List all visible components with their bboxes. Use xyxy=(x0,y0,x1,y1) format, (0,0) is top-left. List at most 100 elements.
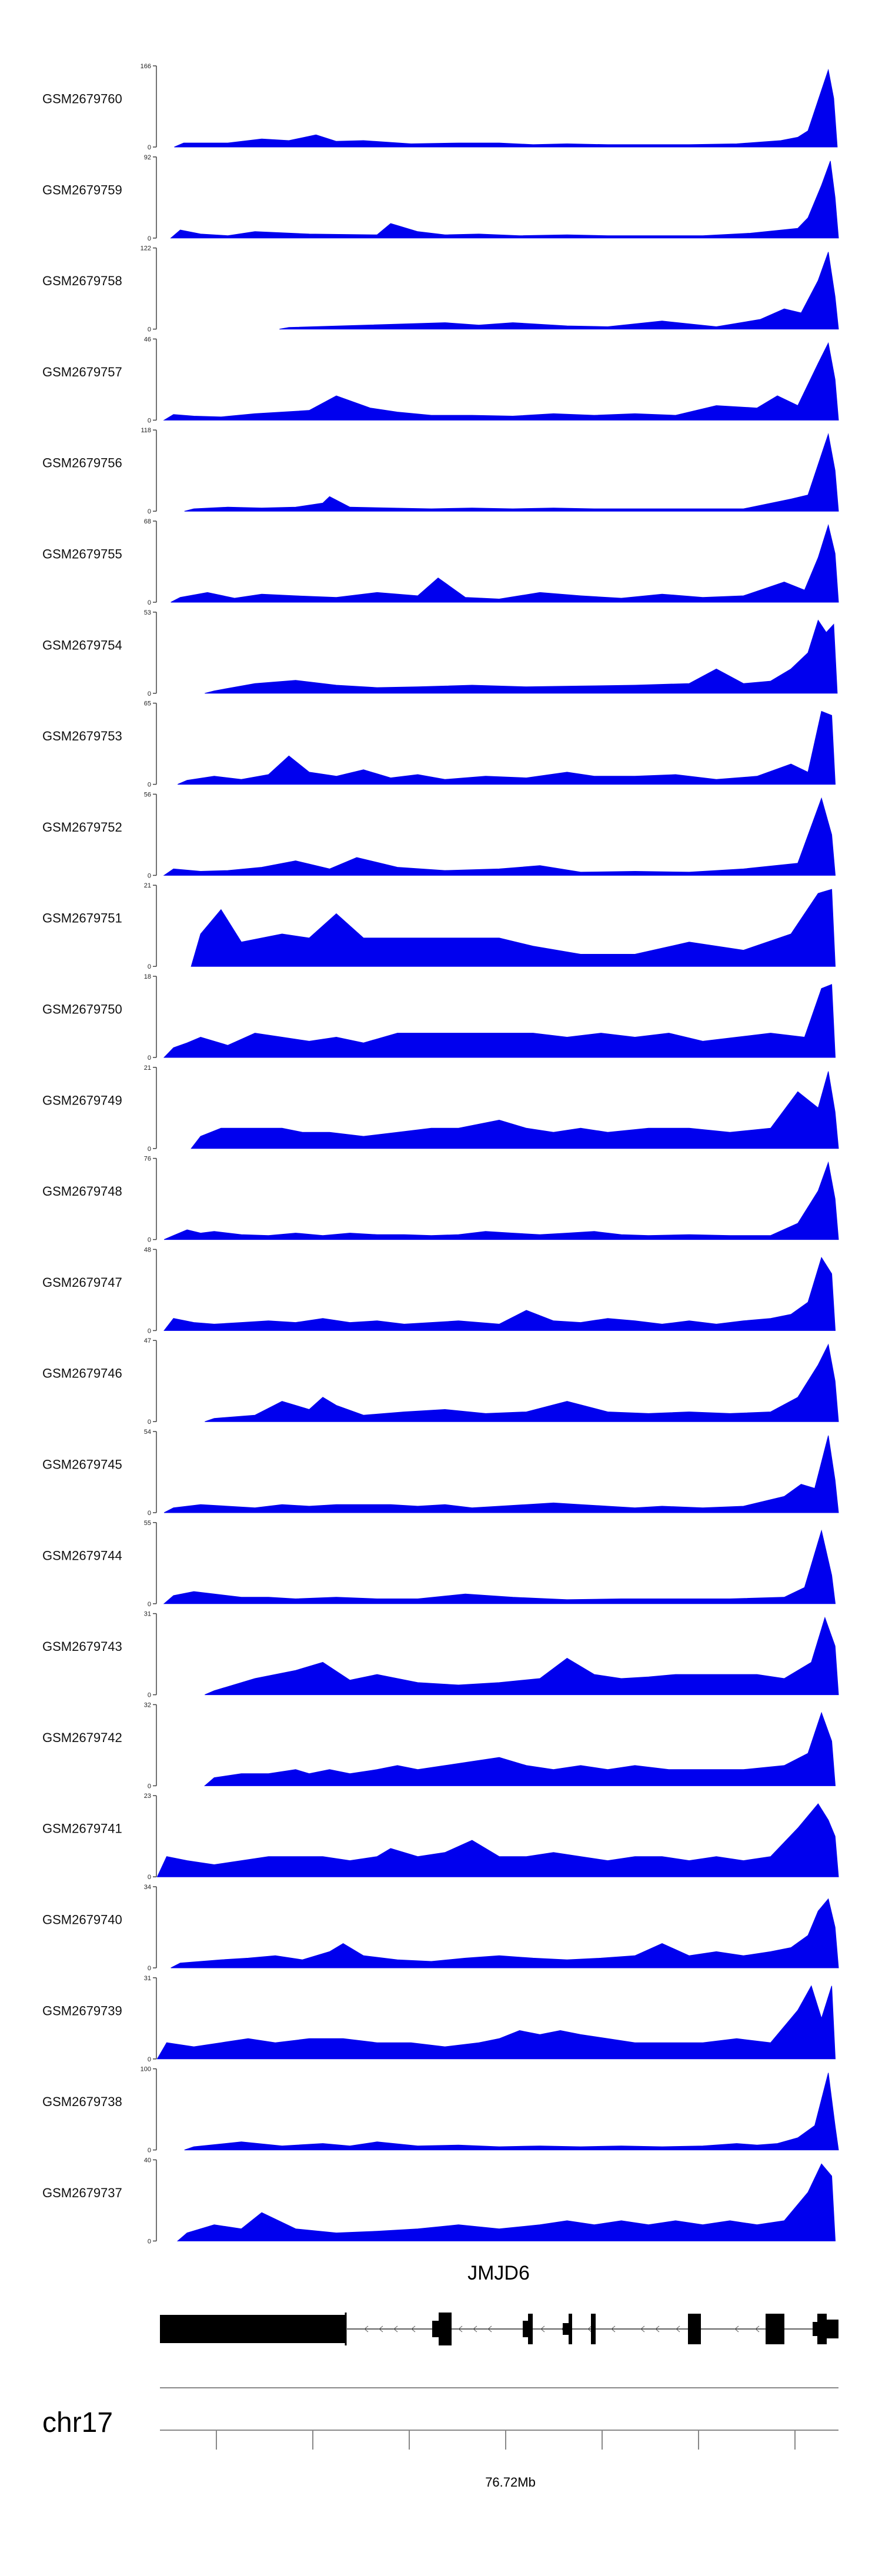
sample-label: GSM2679755 xyxy=(42,546,122,561)
gene-exon xyxy=(160,2315,346,2343)
sample-label: GSM2679757 xyxy=(42,365,122,379)
strand-arrow xyxy=(411,2325,416,2333)
coverage-track: GSM2679760 166 0 xyxy=(42,63,838,151)
axis-tick-label: 76.72Mb xyxy=(485,2475,536,2490)
coverage-area xyxy=(174,68,838,148)
coverage-area xyxy=(205,1343,839,1422)
coverage-area xyxy=(156,1803,839,1877)
coverage-track: GSM2679742 32 0 xyxy=(42,1701,836,1790)
sample-label: GSM2679739 xyxy=(42,2003,122,2018)
strand-arrow xyxy=(587,2325,592,2333)
y-min-tick-label: 0 xyxy=(148,1327,151,1334)
sample-label: GSM2679737 xyxy=(42,2185,122,2200)
strand-arrow xyxy=(734,2325,739,2333)
y-max-tick-label: 166 xyxy=(141,63,151,70)
coverage-track: GSM2679739 31 0 xyxy=(42,1975,836,2063)
gene-exon xyxy=(528,2314,533,2344)
gene-exon xyxy=(827,2320,838,2338)
y-max-tick-label: 118 xyxy=(141,427,151,434)
sample-label: GSM2679749 xyxy=(42,1093,122,1107)
sample-label: GSM2679748 xyxy=(42,1184,122,1199)
chromosome-label: chr17 xyxy=(42,2407,113,2438)
y-min-tick-label: 0 xyxy=(148,599,151,606)
coverage-track: GSM2679737 40 0 xyxy=(42,2157,836,2245)
sample-label: GSM2679752 xyxy=(42,820,122,835)
gene-exon xyxy=(813,2322,817,2336)
y-max-tick-label: 92 xyxy=(144,154,151,161)
y-max-tick-label: 56 xyxy=(144,791,151,798)
y-min-tick-label: 0 xyxy=(148,417,151,424)
y-max-tick-label: 55 xyxy=(144,1520,151,1527)
coverage-track: GSM2679747 48 0 xyxy=(42,1246,836,1334)
coverage-area xyxy=(163,1435,839,1513)
coverage-track: GSM2679741 23 0 xyxy=(42,1793,839,1881)
gene-exon xyxy=(688,2314,701,2344)
gene-exon xyxy=(523,2321,528,2337)
coverage-track: GSM2679758 122 0 xyxy=(42,245,839,333)
y-min-tick-label: 0 xyxy=(148,1146,151,1153)
y-min-tick-label: 0 xyxy=(148,1692,151,1699)
coverage-area xyxy=(163,1257,836,1331)
gene-exon xyxy=(439,2313,452,2345)
sample-label: GSM2679746 xyxy=(42,1366,122,1381)
coverage-area xyxy=(205,619,838,694)
coverage-area xyxy=(203,1711,836,1786)
coverage-track: GSM2679753 65 0 xyxy=(42,700,836,789)
coverage-area xyxy=(163,984,836,1058)
coverage-area xyxy=(163,342,839,421)
coverage-track: GSM2679752 56 0 xyxy=(42,791,836,879)
coverage-track: GSM2679749 21 0 xyxy=(42,1065,839,1153)
sample-label: GSM2679743 xyxy=(42,1639,122,1654)
y-min-tick-label: 0 xyxy=(148,2238,151,2245)
strand-arrow xyxy=(540,2325,545,2333)
coverage-area xyxy=(191,1071,839,1149)
y-max-tick-label: 40 xyxy=(144,2157,151,2164)
y-min-tick-label: 0 xyxy=(148,690,151,698)
y-max-tick-label: 53 xyxy=(144,609,151,616)
y-min-tick-label: 0 xyxy=(148,1601,151,1608)
sample-label: GSM2679747 xyxy=(42,1275,122,1290)
y-min-tick-label: 0 xyxy=(148,2147,151,2154)
coverage-area xyxy=(163,1529,836,1604)
coverage-area xyxy=(163,1161,839,1240)
gene-exon xyxy=(563,2323,569,2335)
coverage-track: GSM2679750 18 0 xyxy=(42,973,836,1062)
sample-label: GSM2679760 xyxy=(42,91,122,106)
sample-label: GSM2679740 xyxy=(42,1912,122,1927)
y-min-tick-label: 0 xyxy=(148,963,151,970)
y-min-tick-label: 0 xyxy=(148,1419,151,1426)
sample-label: GSM2679741 xyxy=(42,1821,122,1836)
sample-label: GSM2679744 xyxy=(42,1548,122,1563)
y-max-tick-label: 68 xyxy=(144,518,151,525)
strand-arrow xyxy=(487,2325,492,2333)
sample-label: GSM2679742 xyxy=(42,1730,122,1745)
y-max-tick-label: 18 xyxy=(144,973,151,980)
gene-exon xyxy=(817,2314,827,2344)
y-max-tick-label: 100 xyxy=(141,2066,151,2073)
gene-name-label: JMJD6 xyxy=(467,2262,530,2284)
coverage-track: GSM2679759 92 0 xyxy=(42,154,839,242)
coverage-track: GSM2679745 54 0 xyxy=(42,1429,839,1517)
coverage-area xyxy=(184,2073,839,2151)
gene-exon xyxy=(591,2314,596,2344)
y-max-tick-label: 76 xyxy=(144,1156,151,1163)
strand-arrow xyxy=(379,2325,383,2333)
y-min-tick-label: 0 xyxy=(148,508,151,515)
coverage-area xyxy=(156,1985,836,2060)
coverage-area xyxy=(205,1616,839,1696)
coverage-area xyxy=(171,1898,839,1968)
sample-label: GSM2679758 xyxy=(42,273,122,288)
y-min-tick-label: 0 xyxy=(148,2056,151,2063)
y-min-tick-label: 0 xyxy=(148,1783,151,1790)
strand-arrow xyxy=(611,2325,616,2333)
strand-arrow xyxy=(676,2325,680,2333)
y-max-tick-label: 122 xyxy=(141,245,151,252)
y-max-tick-label: 65 xyxy=(144,700,151,708)
sample-label: GSM2679753 xyxy=(42,729,122,743)
strand-arrow xyxy=(473,2325,477,2333)
coverage-track: GSM2679738 100 0 xyxy=(42,2066,839,2154)
coverage-tracks: GSM2679760 166 0 GSM2679759 92 0 GSM2679758 122… xyxy=(42,63,839,2245)
coverage-track: GSM2679744 55 0 xyxy=(42,1520,836,1608)
y-max-tick-label: 31 xyxy=(144,1611,151,1618)
